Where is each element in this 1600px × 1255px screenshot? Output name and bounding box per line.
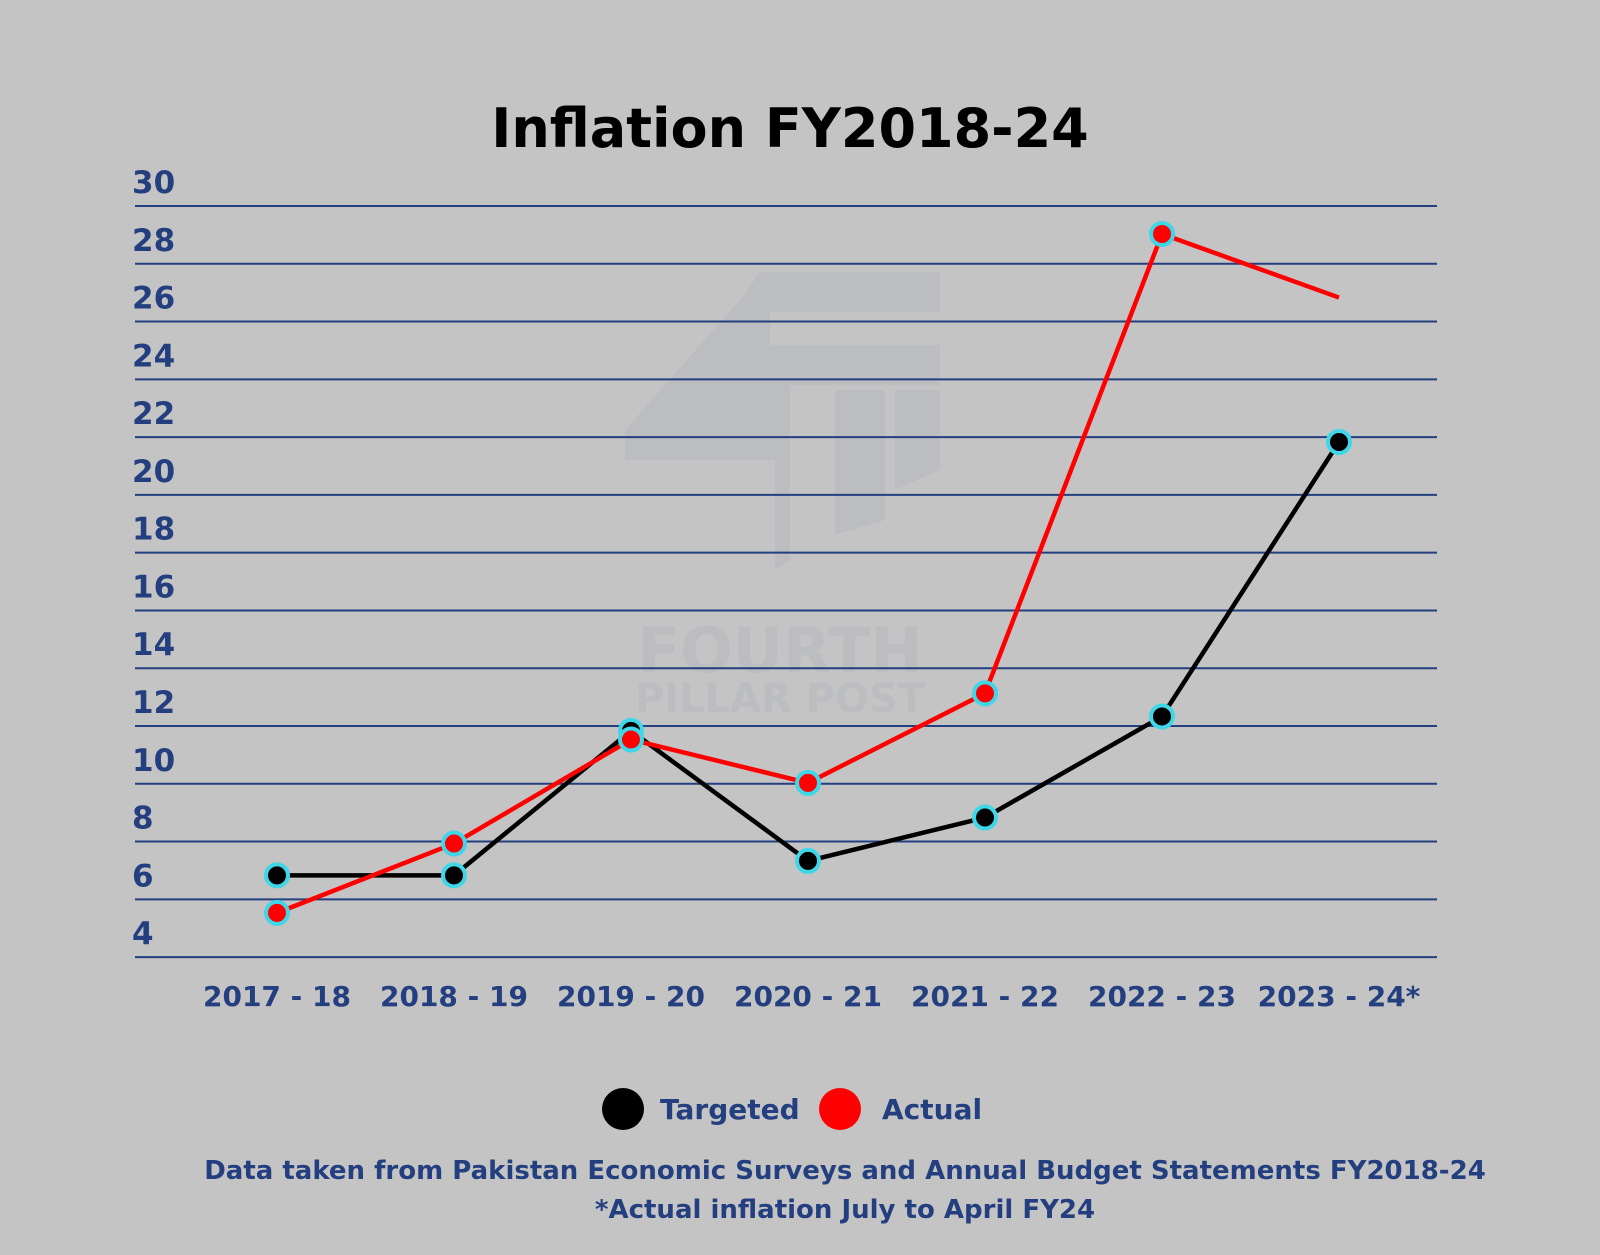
y-tick-label-20: 20 <box>132 454 175 490</box>
x-tick-label-1: 2018 - 19 <box>380 980 528 1013</box>
watermark-logo-bar-right <box>895 390 940 490</box>
point-actual-0 <box>264 899 290 926</box>
point-actual-4 <box>972 680 998 707</box>
watermark-text-line1: FOURTH <box>638 614 923 687</box>
series-line-actual <box>276 231 1340 915</box>
x-tick-label-3: 2020 - 21 <box>734 980 882 1013</box>
y-tick-label-24: 24 <box>132 338 175 374</box>
y-tick-label-28: 28 <box>132 223 175 259</box>
watermark-logo: FOURTH PILLAR POST <box>625 272 940 722</box>
series-markers <box>264 221 1352 926</box>
x-tick-label-5: 2022 - 23 <box>1088 980 1236 1013</box>
footnote: *Actual inflation July to April FY24 <box>595 1195 1095 1225</box>
y-tick-label-4: 4 <box>132 916 154 952</box>
y-tick-label-6: 6 <box>132 858 154 894</box>
chart-title: Inflation FY2018-24 <box>491 97 1089 160</box>
point-targeted-1 <box>441 862 467 889</box>
y-axis-ticks: 4 6 8 10 12 14 16 18 20 22 24 26 28 30 <box>132 165 175 952</box>
point-actual-3 <box>795 769 821 796</box>
x-tick-label-2: 2019 - 20 <box>557 980 705 1013</box>
series-lines <box>276 231 1341 915</box>
source-note: Data taken from Pakistan Economic Survey… <box>204 1156 1486 1186</box>
point-actual-2 <box>618 726 644 753</box>
watermark-logo-mark <box>625 272 940 570</box>
watermark-text-line2: PILLAR POST <box>635 676 926 722</box>
point-actual-5 <box>1149 221 1175 247</box>
x-axis-ticks: 2017 - 18 2018 - 19 2019 - 20 2020 - 21 2021… <box>203 980 1421 1013</box>
y-tick-label-18: 18 <box>132 512 175 548</box>
legend-label-targeted: Targeted <box>660 1093 800 1126</box>
legend-swatch-actual <box>819 1088 861 1130</box>
point-targeted-6 <box>1326 429 1352 455</box>
y-tick-label-22: 22 <box>132 396 175 432</box>
point-targeted-3 <box>795 847 821 874</box>
legend-label-actual: Actual <box>882 1093 982 1126</box>
y-tick-label-8: 8 <box>132 801 154 837</box>
y-tick-label-14: 14 <box>132 627 175 663</box>
legend-swatch-targeted <box>602 1088 644 1130</box>
x-tick-label-0: 2017 - 18 <box>203 980 351 1013</box>
point-targeted-4 <box>972 804 998 831</box>
x-tick-label-4: 2021 - 22 <box>911 980 1059 1013</box>
point-actual-1 <box>441 830 467 857</box>
y-tick-label-12: 12 <box>132 685 175 721</box>
y-tick-label-16: 16 <box>132 569 175 605</box>
y-tick-label-26: 26 <box>132 281 175 317</box>
y-tick-label-30: 30 <box>132 165 175 201</box>
point-targeted-5 <box>1149 703 1175 730</box>
gridlines <box>135 205 1437 959</box>
legend: Targeted Actual <box>602 1088 982 1130</box>
watermark-logo-bar <box>835 390 885 535</box>
y-tick-label-10: 10 <box>132 743 175 779</box>
point-targeted-0 <box>264 862 290 889</box>
x-tick-label-6: 2023 - 24* <box>1258 980 1421 1013</box>
